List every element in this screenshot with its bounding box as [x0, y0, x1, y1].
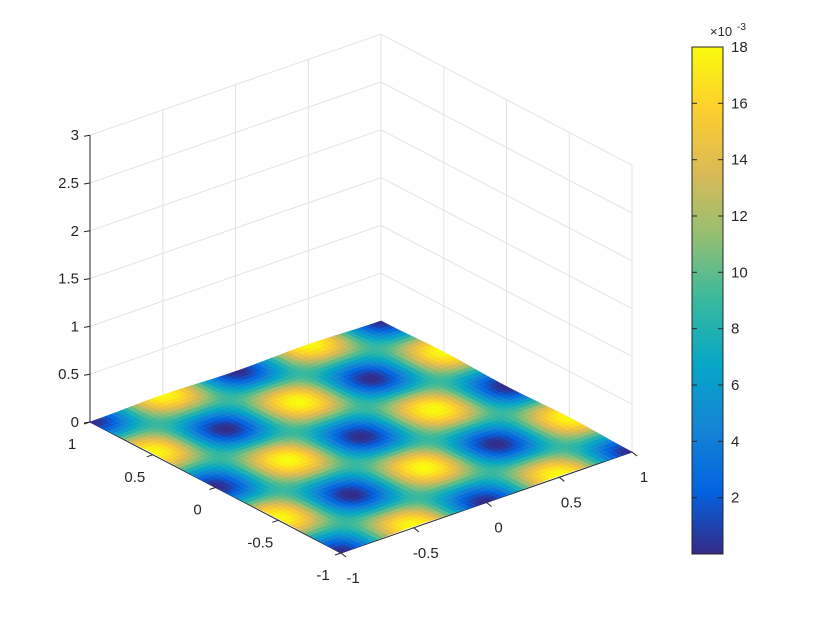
y-tick-mark: [334, 552, 342, 556]
grid-line-z-left-wall: [89, 177, 382, 280]
x-tick-mark: [486, 502, 492, 507]
grid-line-z-right-wall: [380, 272, 633, 405]
z-tick-label: 1.5: [58, 271, 79, 288]
z-tick-mark: [83, 373, 91, 376]
x-tick-mark: [631, 451, 638, 457]
grid-line-z-right-wall: [380, 33, 633, 166]
y-tick-mark: [146, 454, 153, 458]
z-tick-label: 3: [71, 127, 79, 144]
y-tick-label: 0: [193, 502, 201, 519]
colorbar-tick-label: 8: [731, 321, 739, 338]
z-tick-label: 0.5: [58, 366, 79, 383]
y-tick-label: 0.5: [124, 469, 145, 486]
grid-line-z-left-wall: [89, 129, 382, 232]
y-tick-mark: [209, 487, 216, 490]
grid-line-z-right-wall: [380, 129, 633, 262]
grid-line-z-right-wall: [380, 177, 633, 310]
z-tick-label: 0: [71, 414, 79, 431]
colorbar-tick-label: 18: [731, 39, 748, 56]
grid-line-z-right-wall: [380, 224, 633, 357]
surface-plot: [89, 320, 633, 554]
z-tick-mark: [83, 134, 91, 137]
y-tick-label: -1: [316, 567, 329, 584]
x-tick-label: -1: [346, 570, 359, 587]
y-tick-label: -0.5: [247, 534, 273, 551]
x-tick-mark: [340, 552, 347, 558]
colorbar-tick-label: 6: [731, 377, 739, 394]
x-tick-label: 0.5: [561, 494, 582, 511]
z-tick-mark: [83, 182, 91, 185]
grid-line-z-left-wall: [89, 224, 382, 327]
colorbar-tick-label: 4: [731, 433, 739, 450]
z-tick-mark: [83, 278, 91, 281]
y-tick-label: 1: [68, 436, 76, 453]
grid-line-z-left-wall: [89, 81, 382, 184]
colorbar-exponent-base: ×10: [710, 24, 732, 39]
colorbar: 2 4 6 8 10 12 14 16 18 ×10 -3: [691, 22, 748, 555]
z-tick-mark: [83, 325, 91, 328]
colorbar-tick-label: 14: [731, 152, 748, 169]
colorbar-tick-label: 16: [731, 95, 748, 112]
colorbar-tick-label: 12: [731, 208, 748, 225]
y-tick-mark: [272, 519, 279, 523]
z-tick-label: 2.5: [58, 175, 79, 192]
z-tick-label: 2: [71, 223, 79, 240]
grid-line-z-right-wall: [380, 81, 633, 214]
z-tick-mark: [83, 230, 91, 233]
colorbar-tick-label: 2: [731, 490, 739, 507]
x-tick-mark: [413, 527, 420, 533]
z-tick-label: 1: [71, 318, 79, 335]
x-tick-mark: [558, 476, 565, 482]
colorbar-gradient-bar: [691, 46, 724, 555]
grid-line-z-left-wall: [89, 33, 382, 136]
colorbar-exponent-power: -3: [737, 22, 746, 33]
grid-line-z-left-wall: [89, 272, 382, 375]
x-tick-label: 1: [640, 469, 648, 486]
x-tick-label: 0: [494, 520, 502, 537]
x-tick-label: -0.5: [413, 545, 439, 562]
colorbar-tick-label: 10: [731, 264, 748, 281]
